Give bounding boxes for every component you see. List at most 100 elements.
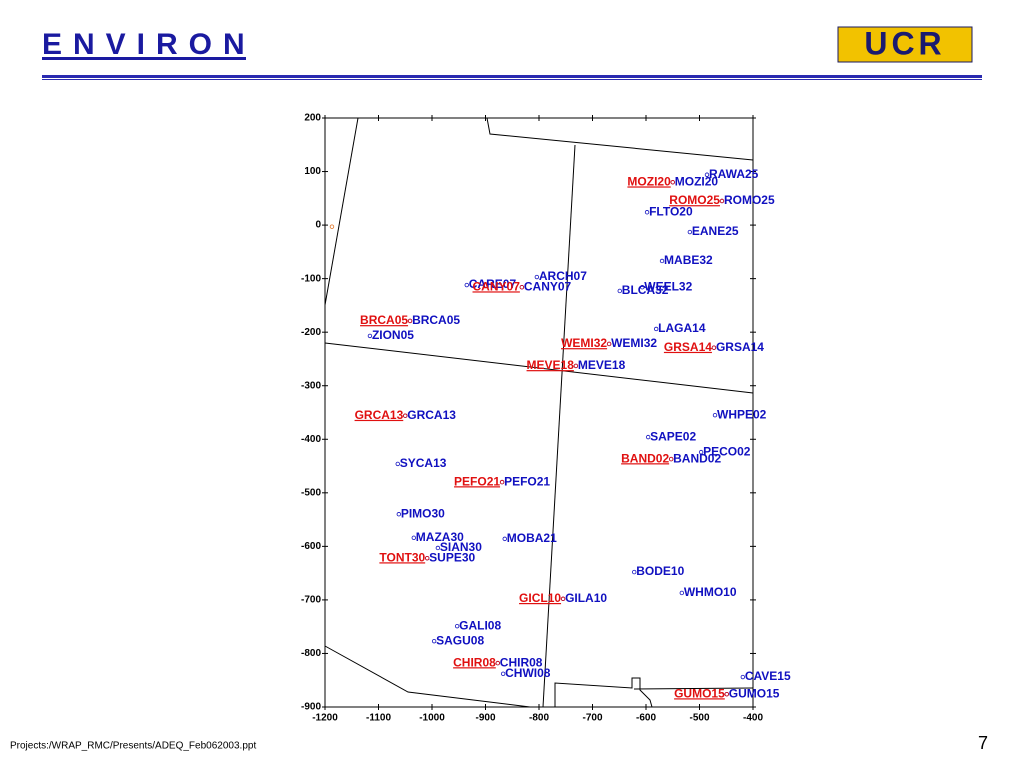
site-marker [534,274,540,280]
site-label-highlight: GRSA14 [664,340,712,354]
header-rule [42,79,982,80]
site-marker [367,333,373,339]
site-marker [659,258,665,264]
site-marker [617,288,622,294]
site-marker [499,479,505,485]
site-label: ZION05 [372,328,414,342]
site-label: EANE25 [692,224,739,238]
x-tick-label: -700 [582,713,602,724]
site-label: ARCH07 [539,269,587,283]
site-label: PECO02 [703,444,751,458]
site-marker [653,326,659,332]
site-marker [704,172,710,177]
site-marker [632,569,637,575]
site-label: CAVE15 [745,669,791,683]
ucr-logo: UCR [864,25,945,61]
ucr-logo-box [837,26,973,63]
environ-logo: ENVIRON [42,28,256,61]
site-label: GALI08 [459,618,501,632]
x-tick-label: -900 [475,713,495,724]
site-marker [424,555,430,561]
y-tick-label: -900 [301,702,321,713]
site-marker [396,512,402,517]
site-marker [395,461,400,467]
site-marker [724,691,729,697]
site-label-highlight: MEVE18 [527,358,575,372]
y-tick-label: 100 [304,166,321,177]
site-marker [329,224,335,229]
site-label: MAZA30 [416,530,464,544]
site-label: MOZI20 [675,174,719,188]
site-label: SYCA13 [400,456,447,470]
site-label-highlight: GRCA13 [355,408,404,422]
site-marker [740,674,746,680]
site-marker [698,449,704,455]
site-label: CANY07 [524,279,572,293]
site-marker [719,198,725,204]
site-label-highlight: CANY07 [473,279,521,293]
site-label-highlight: MOZI20 [627,174,671,188]
site-label: PEFO21 [504,474,550,488]
site-marker [668,456,674,462]
site-label: GILA10 [565,591,607,605]
site-label: MABE32 [664,253,713,267]
site-marker [495,660,501,666]
site-marker [670,180,675,185]
header-rule [42,75,982,78]
site-marker [464,282,469,288]
site-label: WHPE02 [717,407,767,421]
site-label: SUPE30 [429,550,475,564]
x-tick-label: -500 [689,713,709,724]
site-label: LAGA14 [658,321,706,335]
site-label-highlight: GUMO15 [674,686,725,700]
y-tick-label: -400 [301,434,321,445]
site-marker [403,413,408,418]
site-marker [435,545,441,551]
site-label: WEMI32 [611,336,657,350]
y-tick-label: -600 [301,541,321,552]
logo-underline [42,57,246,60]
site-label-highlight: GICL10 [519,591,561,605]
site-label: BLCA32 [622,283,669,297]
site-marker [687,229,693,235]
site-label: ROMO25 [724,193,775,207]
site-label-highlight: TONT30 [379,550,425,564]
y-tick-label: -300 [301,380,321,391]
site-label: GRSA14 [716,340,764,354]
site-label: BODE10 [636,564,684,578]
site-label: GRCA13 [407,408,456,422]
site-label: SIAN30 [440,540,482,554]
site-label: CHIR08 [500,655,543,669]
site-marker [431,638,437,644]
site-label: SAGU08 [436,633,484,647]
site-label: SAPE02 [650,429,696,443]
site-label: FLTO20 [649,204,693,218]
site-label: MEVE18 [578,358,626,372]
y-tick-label: 200 [304,113,321,124]
site-label-highlight: ROMO25 [669,193,720,207]
y-tick-label: -200 [301,327,321,338]
x-tick-label: -1000 [419,713,445,724]
x-tick-label: -600 [636,713,656,724]
x-tick-label: -400 [743,713,763,724]
site-marker [711,345,717,350]
x-tick-label: -1100 [366,713,391,724]
y-tick-label: 0 [315,220,321,231]
map-boundaries [324,117,754,708]
site-marker [573,363,579,369]
footer-path: Projects:/WRAP_RMC/Presents/ADEQ_Feb0620… [10,741,256,752]
site-label-highlight: PEFO21 [454,474,500,488]
site-marker [454,623,460,629]
site-label: CARE07 [469,277,517,291]
y-tick-label: -500 [301,487,321,498]
site-label: RAWA25 [709,167,759,181]
y-tick-label: -700 [301,595,321,606]
y-tick-label: -100 [301,273,321,284]
site-marker [640,285,645,290]
site-marker [644,210,650,215]
site-label-highlight: BAND02 [621,451,669,465]
site-label: CHWI08 [505,666,551,680]
site-marker [712,412,718,418]
y-tick-label: -800 [301,648,321,659]
